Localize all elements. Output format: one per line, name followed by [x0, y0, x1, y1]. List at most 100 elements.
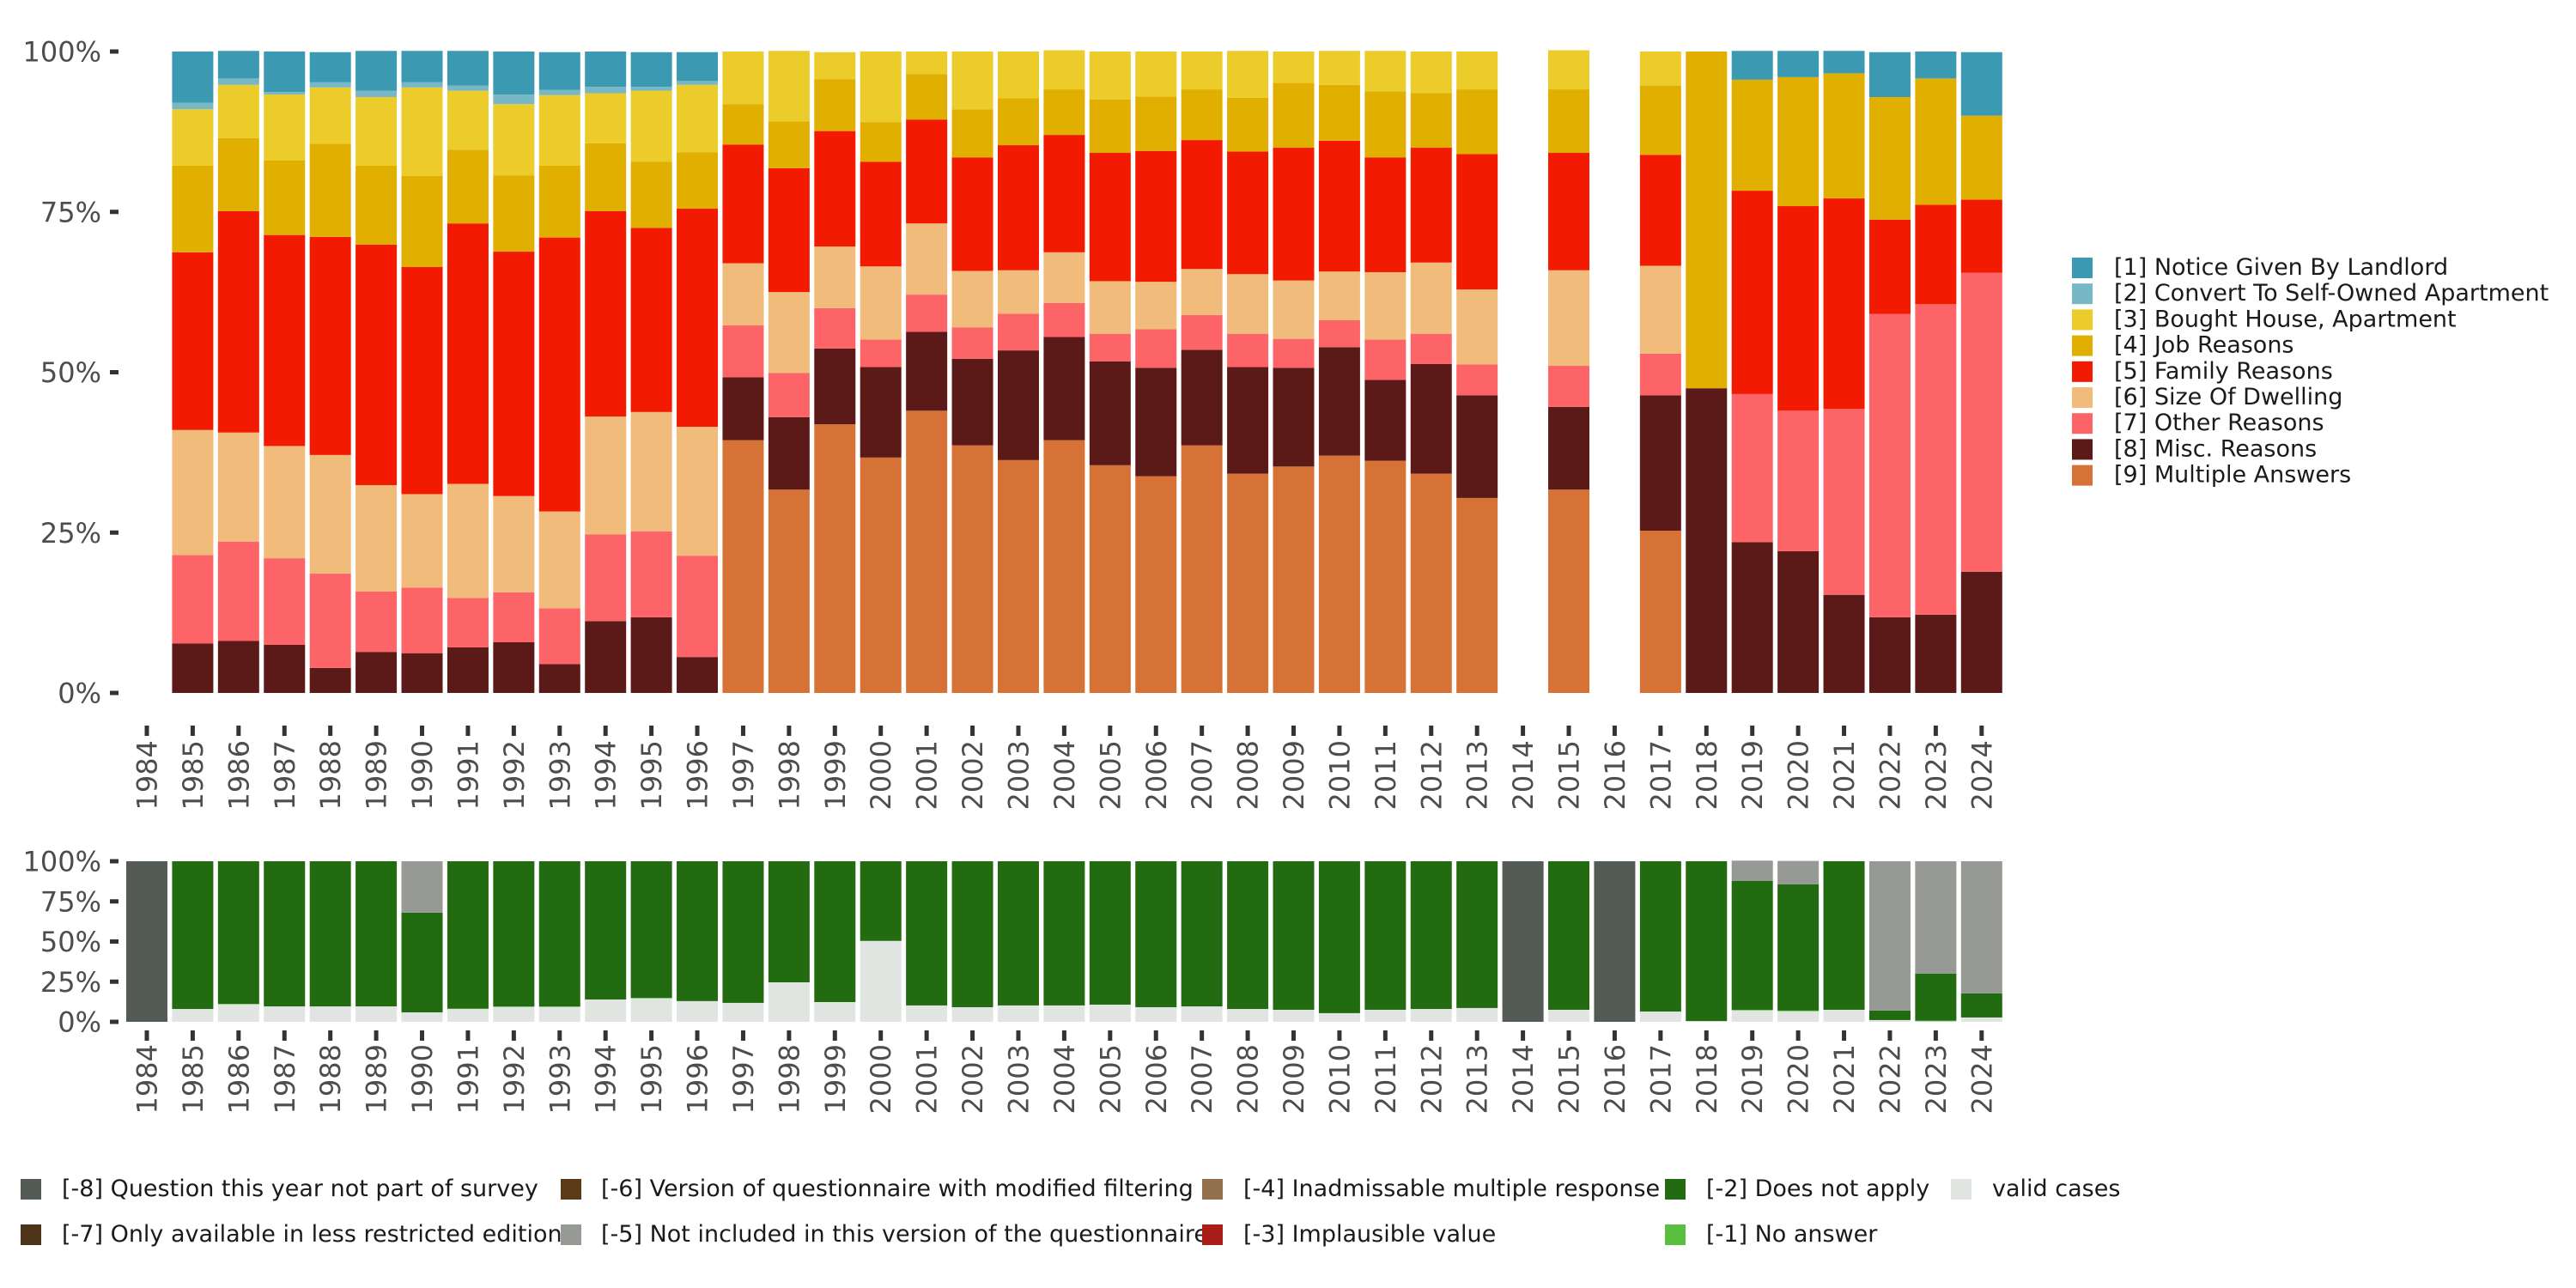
x-tick-label: 2004: [1048, 740, 1081, 810]
x-tick-label: 1999: [819, 1044, 852, 1114]
bar-segment-2024-1-notice-given-by-landlord: [1960, 52, 2002, 116]
bar-segment-1994-2-does-not-apply: [585, 861, 627, 1000]
x-tick-label: 1993: [544, 1044, 576, 1114]
bar-segment-2013-2-does-not-apply: [1456, 861, 1498, 1008]
bar-segment-2007-valid-cases: [1181, 1006, 1223, 1022]
y-tick-label: 100%: [23, 846, 101, 878]
bar-segment-1988-1-notice-given-by-landlord: [309, 52, 351, 82]
bar-segment-2010-9-multiple-answers: [1318, 455, 1360, 693]
x-tick: [1612, 726, 1617, 736]
bar-segment-1998-7-other-reasons: [768, 373, 810, 417]
x-tick-label: 2008: [1232, 1044, 1265, 1114]
x-tick-label: 1990: [406, 1044, 439, 1114]
x-tick: [1750, 726, 1755, 736]
legend-swatch-9-multiple-answers: [2072, 465, 2093, 486]
bar-segment-1990-3-bought-house-apartment: [401, 87, 443, 176]
legend-label: [-7] Only available in less restricted e…: [62, 1221, 562, 1248]
bar-segment-2012-3-bought-house-apartment: [1410, 52, 1452, 94]
bar-segment-1984-8-question-this-year-not-part-of-survey: [126, 861, 167, 1022]
bar-segment-2000-8-misc-reasons: [860, 367, 902, 458]
x-tick-label: 1989: [361, 740, 393, 810]
bar-segment-1992-5-family-reasons: [493, 252, 535, 496]
bar-segment-1994-7-other-reasons: [585, 534, 627, 622]
bar-segment-1995-4-job-reasons: [630, 161, 672, 228]
bar-segment-1992-2-does-not-apply: [493, 861, 535, 1007]
bar-segment-1998-3-bought-house-apartment: [768, 51, 810, 122]
x-tick: [1933, 726, 1938, 736]
bar-segment-2013-5-family-reasons: [1456, 154, 1498, 290]
x-tick-label: 1986: [222, 740, 255, 810]
bar-segment-1995-5-family-reasons: [630, 228, 672, 412]
bar-segment-2012-8-misc-reasons: [1410, 363, 1452, 474]
bar-segment-2015-8-misc-reasons: [1548, 406, 1590, 490]
bar-segment-1985-7-other-reasons: [172, 555, 214, 644]
bar-segment-2013-6-size-of-dwelling: [1456, 289, 1498, 365]
bar-segment-2011-2-does-not-apply: [1364, 861, 1406, 1010]
bar-segment-2017-5-family-reasons: [1639, 155, 1681, 266]
bar-segment-1992-3-bought-house-apartment: [493, 104, 535, 176]
legend-swatch-2-does-not-apply: [1665, 1179, 1686, 1200]
bar-segment-1986-2-does-not-apply: [217, 861, 259, 1005]
x-tick-label: 2014: [1507, 1044, 1540, 1114]
y-tick-label: 50%: [40, 926, 101, 958]
bar-segment-1995-1-no-answer: [630, 998, 672, 999]
bar-segment-1995-2-does-not-apply: [630, 861, 672, 999]
legend-label: [6] Size Of Dwelling: [2114, 384, 2342, 410]
legend-swatch-8-misc-reasons: [2072, 439, 2093, 460]
x-tick: [1429, 726, 1434, 736]
bar-segment-2005-4-job-reasons: [1089, 100, 1131, 154]
bar-segment-2009-5-family-reasons: [1273, 148, 1315, 281]
bar-segment-2015-valid-cases: [1548, 1009, 1590, 1022]
bar-segment-1996-2-does-not-apply: [677, 861, 719, 1001]
bar-segment-1990-2-does-not-apply: [401, 912, 443, 1012]
x-tick: [282, 726, 287, 736]
y-tick-label: 0%: [58, 1006, 101, 1039]
y-tick: [110, 530, 118, 535]
bar-segment-2002-5-family-reasons: [951, 157, 993, 271]
bar-segment-1988-2-convert-to-self-owned-apartment: [309, 82, 351, 88]
bar-segment-1995-2-convert-to-self-owned-apartment: [630, 87, 672, 91]
x-tick: [1200, 1030, 1205, 1041]
x-tick-label: 1993: [544, 740, 576, 810]
y-tick: [110, 49, 118, 54]
bar-segment-1994-2-convert-to-self-owned-apartment: [585, 87, 627, 94]
y-tick-label: 50%: [40, 356, 101, 389]
legend-swatch-3-bought-house-apartment: [2072, 309, 2093, 331]
bar-segment-1993-5-family-reasons: [538, 237, 580, 512]
bar-segment-2006-4-job-reasons: [1135, 96, 1177, 151]
x-tick: [236, 726, 241, 736]
x-tick-label: 2006: [1140, 1044, 1173, 1114]
bar-segment-1987-6-size-of-dwelling: [264, 446, 306, 559]
x-tick-label: 2024: [1965, 740, 1998, 810]
x-tick-label: 1991: [452, 740, 484, 810]
bar-segment-2023-5-family-reasons: [1915, 204, 1957, 305]
bar-segment-2023-4-job-reasons: [1915, 78, 1957, 205]
bar-segment-1987-valid-cases: [264, 1006, 306, 1022]
bar-segment-2009-4-job-reasons: [1273, 82, 1315, 149]
x-tick-label: 1995: [635, 740, 668, 810]
bar-segment-2012-2-does-not-apply: [1410, 861, 1452, 1010]
legend-swatch-6-version-of-questionnaire-with-modified-filtering: [561, 1179, 581, 1200]
bar-segment-2004-7-other-reasons: [1043, 302, 1085, 337]
bar-segment-1987-8-misc-reasons: [264, 644, 306, 693]
bar-segment-2015-7-other-reasons: [1548, 366, 1590, 407]
x-tick-label: 2007: [1186, 1044, 1218, 1114]
bar-segment-2021-1-notice-given-by-landlord: [1823, 51, 1865, 74]
bar-segment-2009-9-multiple-answers: [1273, 466, 1315, 693]
legend-swatch-5-not-included-in-this-version-of-the-questionnaire: [561, 1224, 581, 1245]
x-tick-label: 2001: [911, 1044, 944, 1114]
x-tick: [465, 726, 471, 736]
bar-segment-2004-9-multiple-answers: [1043, 440, 1085, 693]
x-tick-label: 2019: [1736, 1044, 1769, 1114]
bar-segment-2010-2-does-not-apply: [1318, 861, 1360, 1013]
bar-segment-2005-3-bought-house-apartment: [1089, 52, 1131, 100]
x-tick-label: 1992: [498, 740, 531, 810]
bar-segment-2007-5-family-reasons: [1181, 140, 1223, 270]
bar-segment-1986-4-job-reasons: [217, 137, 259, 212]
bar-segment-1997-5-family-reasons: [722, 144, 764, 264]
bar-segment-2002-9-multiple-answers: [951, 445, 993, 693]
x-tick: [603, 726, 608, 736]
x-tick: [1016, 726, 1021, 736]
bar-segment-1996-6-size-of-dwelling: [677, 426, 719, 556]
bar-segment-1992-1-notice-given-by-landlord: [493, 52, 535, 95]
